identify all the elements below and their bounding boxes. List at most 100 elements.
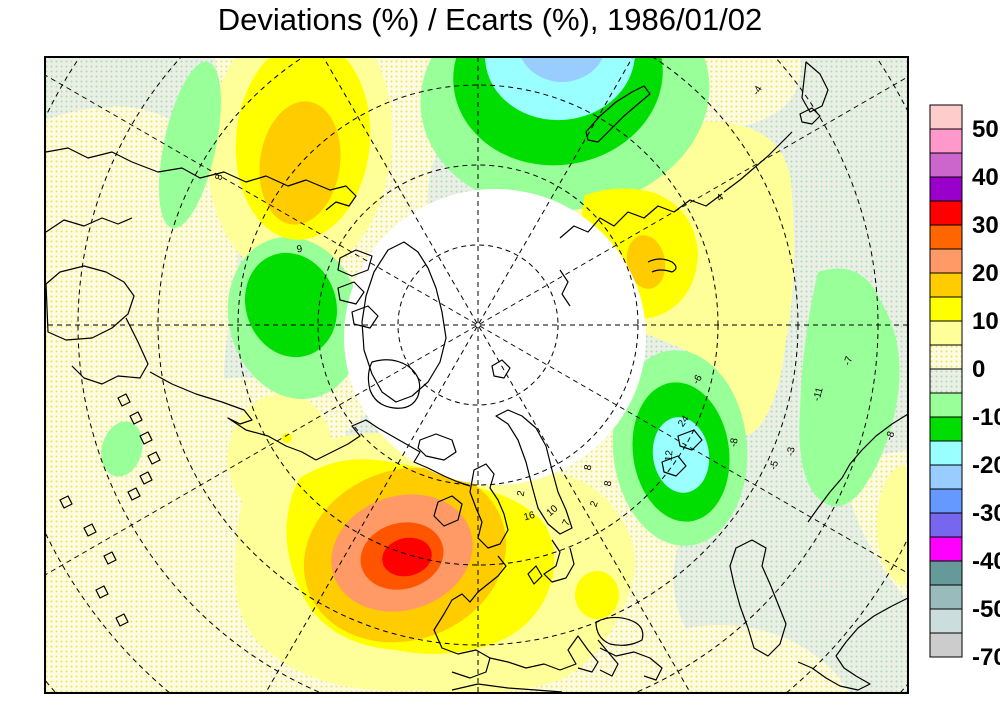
colorbar-tick-label: -20 <box>972 452 1000 479</box>
contour-label: 12 <box>664 449 676 461</box>
colorbar-cell <box>929 416 963 442</box>
anomaly-region <box>652 417 710 493</box>
contour-label: -5 <box>768 459 781 471</box>
coastline <box>527 539 575 585</box>
coastline <box>45 265 135 341</box>
coastline <box>367 359 421 409</box>
contour-label: 16 <box>523 510 537 524</box>
coastline <box>559 193 723 239</box>
anomaly-region <box>101 421 143 477</box>
coastline <box>729 539 787 657</box>
polar-night-blank-cap <box>344 189 646 485</box>
anomaly-region <box>626 235 666 289</box>
colorbar-tick-label: 50 <box>972 116 999 143</box>
colorbar-tick-label: 20 <box>972 260 999 287</box>
anomaly-region <box>575 571 619 619</box>
page-title: Deviations (%) / Ecarts (%), 1986/01/02 <box>217 2 763 37</box>
anomaly-region <box>259 101 341 225</box>
coastline <box>433 555 507 679</box>
coastlines <box>45 61 908 693</box>
anomaly-region <box>244 252 338 358</box>
coastline <box>45 147 357 211</box>
colorbar-legend: 50 40 30 20 10 0 -10 -20 -30 -40 -50 -70 <box>929 104 1000 671</box>
colorbar-tick-label: -10 <box>972 404 1000 431</box>
anomaly-region <box>382 537 432 577</box>
colorbar-cell <box>929 272 963 298</box>
colorbar-cell <box>929 176 963 202</box>
coastline <box>801 61 829 113</box>
coastline <box>595 616 644 646</box>
coastline <box>337 249 379 329</box>
colorbar-cell <box>929 512 963 538</box>
colorbar-cell <box>929 632 963 658</box>
contour-label: 8 <box>214 173 226 182</box>
coastline <box>491 359 511 379</box>
colorbar-cell <box>929 296 963 322</box>
coastline <box>647 258 677 273</box>
colorbar-cell <box>929 440 963 466</box>
contour-label: 2 <box>516 489 528 497</box>
contour-label: -11 <box>811 386 825 403</box>
colorbar-tick-label: 30 <box>972 212 999 239</box>
coastline <box>585 85 651 143</box>
colorbar-cell <box>929 584 963 610</box>
coastline <box>797 597 908 691</box>
contour-label: 8 <box>603 479 615 487</box>
coastline <box>469 463 509 549</box>
coastline <box>451 683 563 693</box>
coastline <box>495 409 573 535</box>
coastline <box>559 269 571 307</box>
anomaly-region <box>799 268 900 507</box>
coastline <box>799 107 821 125</box>
colorbar-cell <box>929 488 963 514</box>
coastline <box>807 413 908 523</box>
colorbar-tick-label: 40 <box>972 164 999 191</box>
anomaly-region <box>282 433 292 443</box>
map-frame-border <box>44 56 909 694</box>
colorbar-cell <box>929 128 963 154</box>
coastline <box>723 131 793 193</box>
coastline <box>599 647 663 681</box>
coastline <box>433 495 463 527</box>
colorbar-tick-label: -40 <box>972 548 1000 575</box>
contour-label: -3 <box>785 446 797 457</box>
colorbar-cell <box>929 104 963 130</box>
coastline <box>59 495 129 627</box>
colorbar-tick-label: -70 <box>972 644 1000 671</box>
anomaly-region <box>877 465 908 585</box>
contour-label: 8 <box>583 463 595 471</box>
coastline <box>149 371 317 461</box>
colorbar-cell <box>929 224 963 250</box>
contour-label: 4 <box>715 192 727 204</box>
colorbar-cell <box>929 200 963 226</box>
coastline <box>117 393 161 501</box>
colorbar-cell <box>929 560 963 586</box>
contour-label: 9 <box>296 244 304 256</box>
anomaly-region <box>485 57 635 121</box>
coastline <box>45 217 133 233</box>
colorbar-cell <box>929 152 963 178</box>
coastline <box>71 317 149 385</box>
colorbar-tick-label: 0 <box>972 356 985 383</box>
coastline <box>489 635 599 673</box>
colorbar-cell <box>929 320 963 346</box>
colorbar-cell <box>929 344 963 370</box>
colorbar-cell <box>929 536 963 562</box>
contour-label: 2 <box>589 499 601 508</box>
colorbar-cell <box>929 464 963 490</box>
colorbar-tick-label: -30 <box>972 500 1000 527</box>
coastline <box>417 433 457 461</box>
coastline <box>315 419 471 487</box>
colorbar-cell <box>929 392 963 418</box>
polar-cap <box>344 189 646 485</box>
colorbar-cell <box>929 248 963 274</box>
contour-label: 7 <box>561 518 574 528</box>
contour-label: -8 <box>884 430 898 443</box>
latitude-circle <box>397 244 559 406</box>
coastline <box>661 429 703 477</box>
coastline <box>597 639 619 677</box>
